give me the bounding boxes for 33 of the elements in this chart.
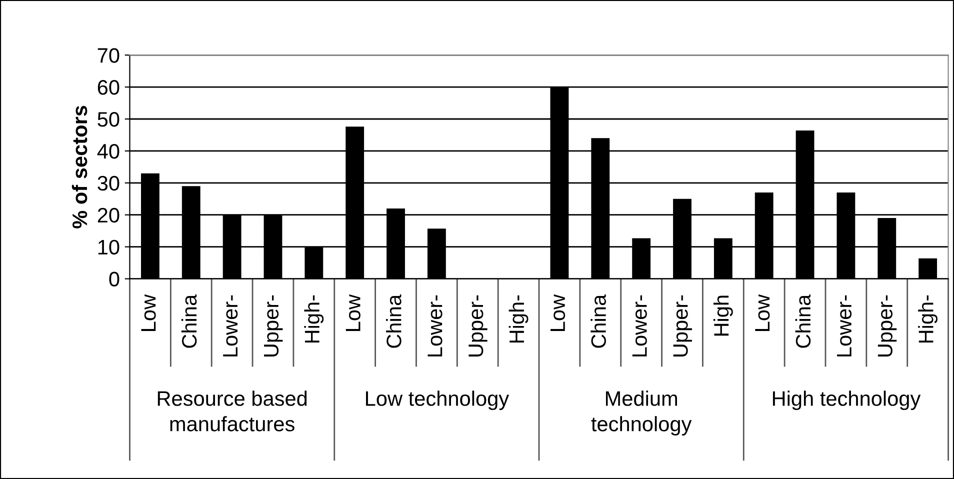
text: High technology — [772, 390, 921, 410]
y-tick-label: 20 — [98, 208, 120, 223]
x-tick-label: High- — [918, 295, 938, 343]
x-tick-label: Upper- — [264, 295, 283, 357]
y-axis-title: % of sectors — [72, 106, 88, 228]
x-tick-label: China — [795, 294, 811, 348]
x-tick-label: China — [590, 294, 606, 348]
y-tick-label: 40 — [97, 144, 120, 159]
y-tick-label: 30 — [98, 176, 120, 191]
text: Low technology — [366, 390, 510, 410]
text: Medium technology — [591, 390, 692, 436]
x-tick-label: High- — [508, 295, 528, 343]
y-tick-label: 50 — [98, 112, 120, 127]
y-tick-label: 10 — [98, 240, 120, 255]
x-tick-label: Lower- — [428, 295, 442, 356]
x-tick-label: Low — [346, 294, 360, 331]
y-tick-label: 60 — [98, 80, 120, 95]
x-tick-label: High- — [304, 295, 324, 343]
x-tick-label: Lower- — [223, 295, 238, 356]
x-tick-label: Upper- — [673, 295, 692, 357]
x-tick-label: China — [386, 294, 402, 348]
x-tick-label: Upper- — [878, 295, 897, 357]
x-tick-label: Low — [755, 294, 770, 331]
x-tick-label: China — [181, 294, 197, 348]
text: Resource based manufactures — [158, 390, 307, 432]
x-tick-label: Lower- — [632, 295, 647, 356]
x-tick-label: High — [713, 296, 733, 336]
y-tick-label: 0 — [109, 272, 120, 287]
x-tick-label: Low — [550, 294, 566, 331]
y-tick-label: 70 — [98, 48, 120, 63]
x-tick-label: Upper- — [468, 295, 488, 357]
x-tick-label: Lower- — [837, 295, 852, 356]
x-tick-label: Low — [141, 294, 156, 331]
